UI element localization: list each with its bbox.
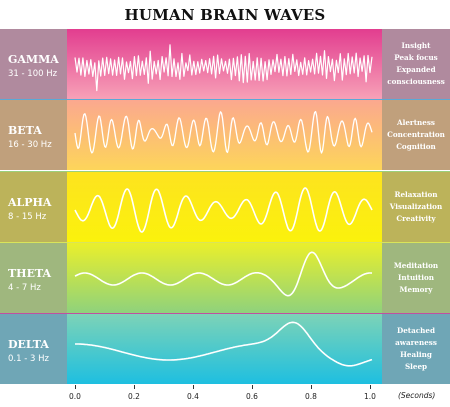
band-frequency-range: 31 - 100 Hz [8,69,58,79]
band-descriptor: Relaxation [394,190,438,199]
wave-area [67,100,382,170]
band-name: THETA [8,267,52,280]
band-name: BETA [8,124,42,137]
wave-line [74,44,373,92]
band-name: ALPHA [8,196,52,209]
axis-tick-label: 0.8 [305,392,317,401]
page-title: HUMAN BRAIN WAVES [124,6,326,24]
band-descriptor: Alertness [397,118,435,127]
band-descriptor: Detached [397,326,435,335]
band-label-panel: GAMMA 31 - 100 Hz [0,29,67,99]
time-axis: 0.0 0.2 0.4 0.6 0.8 1.0 (Seconds) [0,385,450,407]
band-description-panel: Insight Peak focus Expanded consciousnes… [382,29,450,99]
band-descriptor: Intuition [398,273,434,282]
wave-trace-gamma [74,44,373,92]
band-frequency-range: 16 - 30 Hz [8,140,52,150]
band-descriptor: Healing [400,350,432,359]
band-frequency-range: 0.1 - 3 Hz [8,354,49,364]
axis-unit-label: (Seconds) [398,391,436,400]
band-description-panel: Detached awareness Healing Sleep [382,314,450,384]
wave-area [67,29,382,99]
band-descriptor: Peak focus [394,53,438,62]
band-alpha: ALPHA 8 - 15 Hz Relaxation Visualization… [0,172,450,242]
wave-line [74,251,373,297]
band-beta: BETA 16 - 30 Hz Alertness Concentration … [0,100,450,170]
wave-trace-delta [75,321,373,367]
band-gamma: GAMMA 31 - 100 Hz Insight Peak focus Exp… [0,29,450,99]
band-label-panel: DELTA 0.1 - 3 Hz [0,314,67,384]
wave-trace-alpha [74,187,373,233]
wave-area [67,243,382,313]
band-label-panel: THETA 4 - 7 Hz [0,243,67,313]
axis-tick-label: 0.4 [187,392,199,401]
axis-tick-label: 0.2 [128,392,140,401]
band-descriptor: Cognition [396,142,436,151]
band-descriptor: Sleep [404,362,428,371]
band-description-panel: Relaxation Visualization Creativity [382,172,450,242]
wave-line [74,110,373,154]
axis-tick [75,385,76,389]
band-theta: THETA 4 - 7 Hz Meditation Intuition Memo… [0,243,450,313]
band-label-panel: ALPHA 8 - 15 Hz [0,172,67,242]
axis-tick-label: 1.0 [364,392,376,401]
axis-tick [252,385,253,389]
axis-tick-label: 0.6 [246,392,258,401]
band-descriptor: Meditation [393,261,439,270]
axis-tick-label: 0.0 [69,392,81,401]
band-descriptor: Concentration [387,130,445,139]
band-delta: DELTA 0.1 - 3 Hz Detached awareness Heal… [0,314,450,384]
band-descriptor: consciousness [387,77,445,86]
band-frequency-range: 4 - 7 Hz [8,283,41,293]
wave-trace-theta [74,251,373,297]
wave-line [74,187,373,233]
axis-tick [311,385,312,389]
band-descriptor: Expanded [396,65,436,74]
band-label-panel: BETA 16 - 30 Hz [0,100,67,170]
wave-trace-beta [74,110,373,154]
axis-tick [370,385,371,389]
band-frequency-range: 8 - 15 Hz [8,212,47,222]
wave-line [75,321,373,367]
wave-area [67,172,382,242]
band-descriptor: awareness [395,338,437,347]
wave-area [67,314,382,384]
band-name: DELTA [8,338,49,351]
band-name: GAMMA [8,53,59,66]
band-descriptor: Creativity [396,214,436,223]
band-description-panel: Meditation Intuition Memory [382,243,450,313]
band-descriptor: Memory [399,285,433,294]
band-descriptor: Insight [401,41,431,50]
axis-tick [193,385,194,389]
band-descriptor: Visualization [389,202,443,211]
axis-tick [134,385,135,389]
band-description-panel: Alertness Concentration Cognition [382,100,450,170]
